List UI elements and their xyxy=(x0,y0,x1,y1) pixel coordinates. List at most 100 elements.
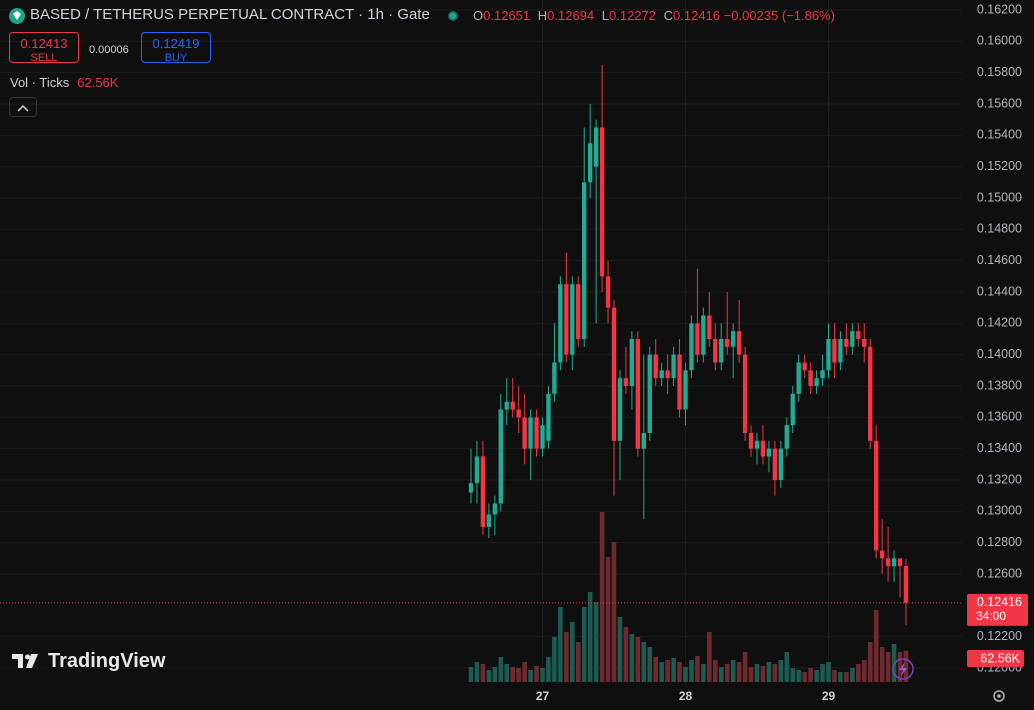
candle-body xyxy=(671,354,676,379)
candle-body xyxy=(754,440,760,449)
candle-body xyxy=(522,417,527,449)
sell-button[interactable]: 0.12413 SELL xyxy=(9,32,79,64)
candle-body xyxy=(576,284,581,339)
volume-bar xyxy=(808,668,813,682)
open-key: O xyxy=(473,8,484,23)
volume-bar xyxy=(635,637,641,682)
volume-bar xyxy=(683,667,688,682)
candle-body xyxy=(504,401,509,410)
volume-bar xyxy=(611,542,617,682)
candle-body xyxy=(868,346,873,441)
volume-bar xyxy=(826,662,831,682)
candle-body xyxy=(653,354,658,379)
candle-body xyxy=(748,433,754,449)
candle-body xyxy=(647,354,652,433)
collapse-button[interactable] xyxy=(9,97,37,117)
candle-body xyxy=(474,456,480,484)
volume-bar xyxy=(468,667,474,682)
y-tick-label: 0.14000 xyxy=(977,347,1022,361)
status-dot-core xyxy=(450,13,456,19)
candle-body xyxy=(856,331,861,339)
y-tick-label: 0.15800 xyxy=(977,65,1022,79)
sell-price: 0.12413 xyxy=(20,36,68,51)
candle-body xyxy=(879,550,885,559)
volume-bar xyxy=(736,662,742,682)
volume-bar xyxy=(605,557,611,682)
volume-bar xyxy=(742,652,748,682)
volume-bar xyxy=(546,657,551,682)
volume-bar xyxy=(850,668,855,682)
y-tick-label: 0.12800 xyxy=(977,535,1022,549)
volume-bar xyxy=(528,670,533,682)
volume-bar xyxy=(855,664,861,682)
candle-body xyxy=(552,362,557,394)
candle-body xyxy=(498,409,503,504)
buy-button[interactable]: 0.12419 BUY xyxy=(141,32,211,64)
candle-body xyxy=(897,558,903,567)
candles xyxy=(0,64,962,626)
lightning-button[interactable] xyxy=(892,658,914,680)
settings-icon-center xyxy=(997,694,1001,698)
volume-bar xyxy=(766,662,772,682)
candle-body xyxy=(790,393,795,426)
volume-bar xyxy=(903,650,909,682)
candle-body xyxy=(766,448,772,457)
candle-body xyxy=(659,370,664,379)
candle-body xyxy=(570,284,575,355)
candle-body xyxy=(903,566,909,603)
low-value: 0.12272 xyxy=(609,8,656,23)
volume-bar xyxy=(492,667,498,682)
volume-bar xyxy=(617,617,623,682)
candle-body xyxy=(641,433,646,449)
tradingview-logo xyxy=(12,654,38,668)
y-tick-label: 0.15000 xyxy=(977,190,1022,204)
candle-body xyxy=(516,409,521,418)
candle-body xyxy=(808,370,813,386)
y-tick-label: 0.14800 xyxy=(977,222,1022,236)
candle-body xyxy=(844,339,849,347)
volume-bar xyxy=(802,672,807,682)
candle-body xyxy=(582,182,587,339)
volume-bar xyxy=(814,670,819,682)
candle-body xyxy=(540,425,545,449)
volume-bar xyxy=(564,632,569,682)
volume-bar xyxy=(498,657,504,682)
volume-bar xyxy=(587,592,593,682)
candle-body xyxy=(689,323,694,371)
spread: 0.00006 xyxy=(89,44,129,56)
candle-body xyxy=(528,417,533,449)
volume-bar xyxy=(641,642,647,682)
y-tick-label: 0.14200 xyxy=(977,316,1022,330)
candle-body xyxy=(534,417,539,449)
volume-pane xyxy=(468,512,909,682)
x-tick-label: 28 xyxy=(679,689,693,703)
last-price-box xyxy=(967,593,1028,626)
candle-body xyxy=(546,393,551,441)
candle-body xyxy=(599,127,605,277)
candle-body xyxy=(635,339,641,449)
volume-bar xyxy=(772,664,778,682)
volume-bar xyxy=(665,660,670,682)
candle-body xyxy=(832,339,837,363)
last-price-label: 0.12416 xyxy=(977,595,1022,609)
y-tick-label: 0.13200 xyxy=(977,472,1022,486)
settings-icon[interactable] xyxy=(993,690,1005,702)
candle-body xyxy=(695,323,700,355)
candle-body xyxy=(838,339,843,363)
volume-bar xyxy=(891,644,897,682)
volume-bar xyxy=(820,664,825,682)
volume-bar xyxy=(599,512,605,682)
volume-bar xyxy=(832,670,837,682)
candle-body xyxy=(796,362,801,394)
x-tick-label: 29 xyxy=(822,689,836,703)
candle-body xyxy=(719,339,724,363)
candle-body xyxy=(683,370,688,410)
volume-bar xyxy=(748,667,754,682)
volume-bar xyxy=(897,652,903,682)
volume-name: Vol · Ticks xyxy=(10,75,70,90)
volume-bar xyxy=(516,668,521,682)
y-tick-label: 0.12600 xyxy=(977,566,1022,580)
volume-bar xyxy=(838,672,843,682)
